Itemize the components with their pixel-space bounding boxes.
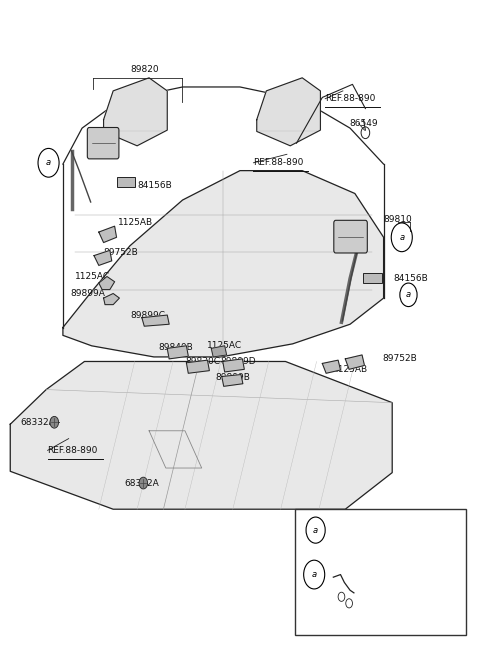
Polygon shape: [99, 276, 115, 290]
Text: 89820: 89820: [130, 65, 158, 74]
Polygon shape: [323, 360, 340, 373]
Bar: [363, 272, 382, 283]
Polygon shape: [63, 171, 384, 357]
Text: 68332A: 68332A: [124, 479, 159, 487]
Text: 89840B: 89840B: [158, 343, 193, 352]
Text: 89899B: 89899B: [215, 373, 250, 382]
Text: REF.88-890: REF.88-890: [325, 94, 375, 103]
Text: 89752B: 89752B: [383, 354, 418, 364]
Text: REF.88-890: REF.88-890: [48, 446, 98, 455]
Circle shape: [50, 417, 59, 428]
Polygon shape: [222, 375, 243, 386]
Text: 89752B: 89752B: [104, 248, 138, 257]
Text: 88877: 88877: [330, 609, 359, 618]
Text: a: a: [399, 233, 404, 242]
Polygon shape: [345, 355, 364, 369]
Text: a: a: [312, 570, 317, 579]
Text: 1125AC: 1125AC: [206, 341, 241, 350]
Text: 84156B: 84156B: [393, 274, 428, 283]
Polygon shape: [186, 360, 209, 373]
Polygon shape: [223, 359, 244, 372]
Polygon shape: [10, 362, 392, 509]
Text: 89830C: 89830C: [185, 357, 220, 366]
Polygon shape: [211, 346, 227, 357]
Text: 68332A: 68332A: [21, 418, 56, 427]
Polygon shape: [167, 346, 188, 359]
FancyBboxPatch shape: [334, 220, 367, 253]
Polygon shape: [104, 78, 167, 146]
Text: 89899A: 89899A: [70, 289, 105, 298]
FancyBboxPatch shape: [87, 128, 119, 159]
Polygon shape: [257, 78, 321, 146]
Text: a: a: [46, 159, 51, 167]
Polygon shape: [142, 315, 169, 326]
Text: REF.88-890: REF.88-890: [253, 159, 304, 167]
Text: 89899C: 89899C: [130, 311, 165, 320]
Bar: [117, 176, 135, 187]
Circle shape: [139, 477, 148, 489]
Polygon shape: [99, 226, 117, 242]
Text: 1125AB: 1125AB: [118, 218, 153, 227]
Text: 86549: 86549: [349, 119, 378, 128]
Text: 1125AB: 1125AB: [333, 365, 369, 375]
Polygon shape: [104, 293, 120, 305]
Text: a: a: [406, 290, 411, 299]
Text: 84156B: 84156B: [137, 181, 172, 189]
Polygon shape: [94, 250, 112, 265]
FancyBboxPatch shape: [295, 508, 467, 635]
Text: 89810: 89810: [384, 215, 412, 224]
Text: 1125AC: 1125AC: [75, 272, 110, 281]
Text: a: a: [313, 525, 318, 534]
Text: 89899D: 89899D: [220, 357, 255, 366]
Text: 88878: 88878: [330, 553, 359, 562]
